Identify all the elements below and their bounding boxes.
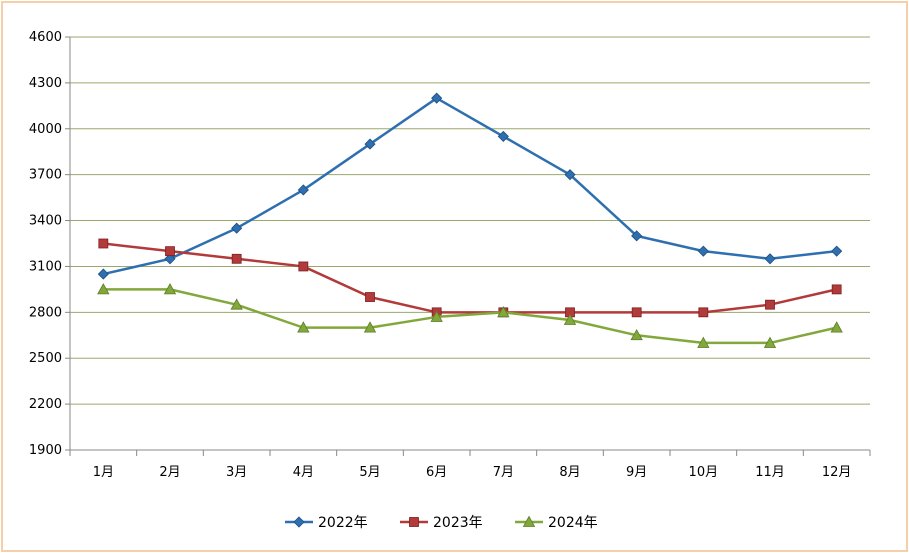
point-2023年-9月: [631, 307, 642, 318]
point-2022年-4月: [297, 184, 309, 196]
point-2023年-1月: [98, 238, 109, 249]
point-2023年-10月: [698, 307, 709, 318]
y-tick-label-4600: 4600: [29, 30, 62, 45]
point-2024年-11月: [763, 336, 777, 348]
point-2024年-8月: [563, 313, 577, 325]
point-2024年-1月: [97, 283, 110, 295]
legend-marker-2022年: [293, 516, 305, 528]
gridlines: [70, 36, 870, 405]
x-tick-label-2: 2月: [159, 465, 180, 480]
x-tick-label-10: 10月: [689, 465, 719, 480]
legend-label-2022年: 2022年: [318, 515, 368, 531]
point-2022年-11月: [764, 253, 776, 265]
point-2024年-4月: [297, 321, 310, 333]
point-2023年-11月: [765, 299, 775, 310]
y-axis-ticks: 1900 2200 2500 2800 3100 3400 3700 4000 4300 4600: [29, 30, 70, 458]
point-2022年-12月: [831, 245, 843, 257]
point-2024年-12月: [830, 321, 843, 333]
point-2024年-3月: [230, 298, 243, 310]
point-2023年-2月: [165, 246, 175, 257]
x-tick-label-11: 11月: [755, 465, 785, 480]
y-tick-label-2200: 2200: [29, 397, 62, 412]
series-2022年: [97, 92, 843, 280]
x-tick-label-6: 6月: [426, 465, 447, 480]
legend-marker-2023年: [409, 517, 419, 527]
series-group: [97, 92, 843, 348]
point-2023年-5月: [365, 292, 375, 302]
y-tick-label-2800: 2800: [29, 305, 62, 320]
y-tick-label-4000: 4000: [29, 122, 62, 137]
legend-item-2022年: 2022年: [285, 515, 368, 531]
y-tick-label-3400: 3400: [29, 214, 62, 229]
x-tick-label-9: 9月: [626, 465, 647, 480]
point-2022年-8月: [564, 169, 576, 181]
point-2023年-3月: [231, 253, 242, 264]
point-2024年-7月: [497, 306, 510, 318]
point-2022年-6月: [431, 92, 443, 104]
y-tick-label-3700: 3700: [29, 168, 62, 183]
x-tick-label-12: 12月: [822, 465, 852, 480]
x-axis-ticks: 1月 2月 3月 4月 5月 6月 7月 8月 9月 10月 11月 12月: [69, 450, 871, 480]
point-2022年-5月: [364, 138, 376, 150]
x-tick-label-1: 1月: [93, 465, 114, 480]
x-tick-label-4: 4月: [293, 465, 314, 480]
y-tick-label-1900: 1900: [29, 443, 62, 458]
point-2022年-9月: [631, 230, 643, 242]
x-tick-label-5: 5月: [359, 465, 380, 480]
axes: [69, 37, 870, 451]
y-tick-label-3100: 3100: [29, 259, 62, 274]
series-line-2022年: [103, 96, 837, 276]
point-2022年-3月: [231, 222, 243, 234]
y-tick-label-2500: 2500: [29, 351, 62, 366]
point-2024年-5月: [363, 321, 377, 333]
legend: 2022年 2023年 2024年: [285, 515, 598, 531]
point-2023年-12月: [831, 284, 842, 295]
legend-label-2023年: 2023年: [433, 515, 483, 531]
legend-marker-2024年: [522, 515, 536, 527]
point-2022年-2月: [164, 253, 176, 265]
series-2023年: [98, 238, 842, 318]
x-tick-label-7: 7月: [493, 465, 514, 480]
point-2024年-9月: [630, 328, 643, 341]
series-2024年: [97, 283, 843, 348]
series-line-2023年: [103, 242, 837, 314]
x-tick-label-3: 3月: [226, 465, 247, 480]
point-2024年-2月: [163, 283, 177, 295]
point-2023年-4月: [298, 261, 309, 272]
point-2024年-10月: [697, 336, 710, 348]
x-tick-label-8: 8月: [559, 465, 580, 480]
point-2022年-1月: [97, 268, 109, 280]
y-tick-label-4300: 4300: [29, 76, 62, 91]
legend-label-2024年: 2024年: [548, 515, 598, 531]
point-2022年-7月: [497, 130, 509, 142]
point-2022年-10月: [697, 245, 709, 257]
legend-item-2023年: 2023年: [400, 515, 483, 531]
series-line-2024年: [103, 288, 837, 345]
legend-item-2024年: 2024年: [515, 515, 598, 531]
point-2024年-6月: [430, 310, 443, 322]
